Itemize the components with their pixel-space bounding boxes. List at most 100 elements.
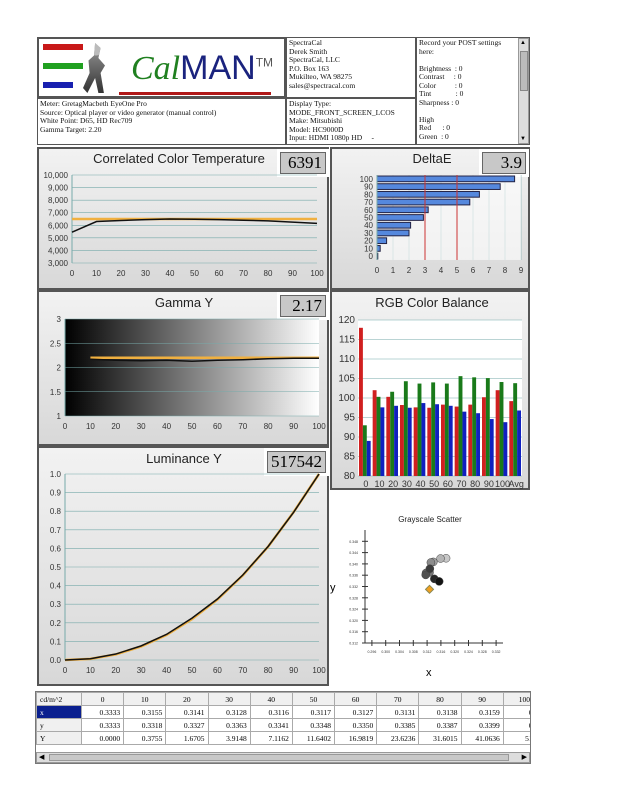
x-tick-label: 100 [310,269,324,278]
x-tick-label: 90 [288,269,297,278]
x-tick-label: 0.312 [423,650,432,654]
post-settings-scrollbar[interactable]: ▲ ▼ [518,38,529,144]
table-cell[interactable]: 0.3127 [334,705,378,719]
table-cell[interactable]: 11.6402 [291,731,336,745]
deltae-bar [376,190,480,198]
deltae-bar [376,214,424,221]
table-cell[interactable]: 41.0636 [460,731,504,745]
y-tick-label: 0.8 [50,507,62,516]
target-point [424,584,435,595]
y-tick-label: 115 [339,335,355,346]
deltae-bar [376,175,516,183]
table-scroll-thumb[interactable] [49,754,509,761]
table-cell[interactable]: 0.3333 [80,705,125,719]
x-tick-label: 60 [213,666,222,675]
table-cell[interactable]: 0.3387 [418,718,462,732]
table-cell[interactable]: 16.9819 [334,731,378,745]
scatter-xlabel: x [426,667,432,679]
y-tick-label: 5,000 [48,234,69,243]
deltae-title: DeltaE [412,151,452,166]
table-cell[interactable]: 7.1162 [249,731,293,745]
x-tick-label: 60 [215,269,224,278]
table-cell[interactable]: 0.0000 [80,731,125,745]
table-cell[interactable]: 0.3755 [123,731,167,745]
table-cell[interactable]: 0.3363 [207,718,251,732]
luminance-title: Luminance Y [146,451,222,466]
red-bar [509,401,514,476]
measured-line [64,473,320,661]
scroll-right-icon[interactable]: ▶ [521,754,527,761]
x-tick-label: 0 [63,422,68,431]
table-cell[interactable]: 0.3116 [249,705,293,719]
y-tick-label: 0.312 [349,642,358,646]
table-cell[interactable]: 0.31 [502,705,530,719]
scroll-down-icon[interactable]: ▼ [520,136,526,142]
table-cell[interactable]: 0.3155 [123,705,167,719]
table-cell[interactable]: 0.3333 [80,718,125,732]
scroll-thumb[interactable] [520,51,528,91]
scroll-up-icon[interactable]: ▲ [520,40,526,46]
y-tick-label: 0.324 [349,608,358,612]
table-cell[interactable]: 1.6705 [165,731,209,745]
deltae-value: 3.9 [482,152,526,174]
x-tick-label: 70 [238,422,247,431]
row-header[interactable]: x [36,705,82,719]
gamma-chart: 11.522.530 10 20 30 40 50 60 70 80 90 100 [50,315,326,431]
table-cell[interactable]: 0.34 [502,718,530,732]
table-cell[interactable]: 0.3350 [334,718,378,732]
y-tick-label: 8,000 [48,196,69,205]
y-tick-label: 85 [344,452,356,463]
table-cell[interactable]: 0.3399 [460,718,504,732]
red-bar [454,406,459,476]
red-bar [468,404,473,476]
blue-bar [366,440,371,476]
x-tick-label: 0.328 [478,650,487,654]
grayscale-point [434,577,444,586]
blue-bar [448,405,453,476]
row-header[interactable]: y [36,718,82,732]
blue-bar [462,411,467,476]
table-cell[interactable]: 51.75 [502,731,530,745]
measured-line [90,357,319,362]
x-tick-label: 1 [391,266,396,275]
rgb-title: RGB Color Balance [375,295,489,310]
y-tick-label: 90 [364,183,373,192]
red-bar [427,407,432,476]
table-cell[interactable]: 31.6015 [418,731,462,745]
table-cell[interactable]: 0.3131 [376,705,420,719]
table-cell[interactable]: 3.9148 [207,731,251,745]
x-tick-label: Avg [508,479,523,489]
column-header: 100 [502,692,530,706]
table-cell[interactable]: 0.3341 [249,718,293,732]
table-cell[interactable]: 0.3128 [207,705,251,719]
gamma-title: Gamma Y [154,295,214,310]
table-cell[interactable]: 0.3141 [165,705,209,719]
table-cell[interactable]: 0.3159 [460,705,504,719]
blue-bar [489,419,494,476]
y-tick-label: 0.1 [50,637,62,646]
y-tick-label: 7,000 [48,209,69,218]
x-tick-label: 20 [111,422,120,431]
green-bar [444,383,449,476]
table-cell[interactable]: 0.3117 [291,705,336,719]
post-settings-textarea[interactable]: Record your POST settings here: Brightne… [416,37,530,145]
x-tick-label: 0 [363,479,368,489]
red-bar [482,397,486,476]
table-cell[interactable]: 0.3385 [376,718,420,732]
row-header[interactable]: Y [36,731,82,745]
table-cell[interactable]: 0.3138 [418,705,462,719]
scroll-left-icon[interactable]: ◀ [39,754,45,761]
red-bar [372,390,377,476]
y-tick-label: 0.2 [50,619,62,628]
table-hscrollbar[interactable]: ◀ ▶ [36,752,530,763]
red-bar [413,407,418,476]
y-tick-label: 80 [364,190,373,199]
x-tick-label: 0 [70,269,75,278]
green-bar [513,383,518,476]
table-cell[interactable]: 0.3327 [165,718,209,732]
table-cell[interactable]: 0.3348 [291,718,336,732]
x-tick-label: 10 [86,422,95,431]
table-cell[interactable]: 23.6236 [376,731,420,745]
table-cell[interactable]: 0.3318 [123,718,167,732]
